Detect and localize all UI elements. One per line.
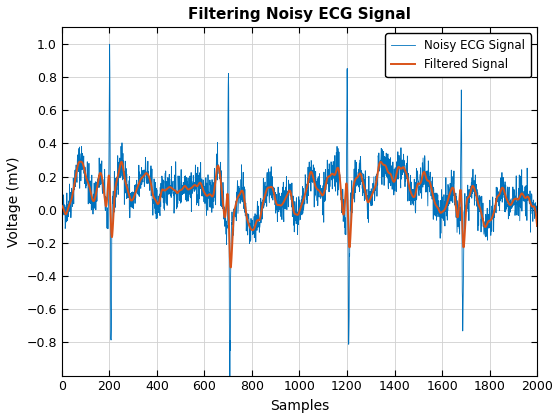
Filtered Signal bbox=[520, 193, 527, 198]
Noisy ECG Signal bbox=[433, 218, 440, 223]
Filtered Signal bbox=[227, 265, 234, 270]
Filtered Signal bbox=[77, 159, 83, 164]
Filtered Signal bbox=[278, 203, 284, 208]
Filtered Signal bbox=[83, 176, 90, 181]
Line: Noisy ECG Signal: Noisy ECG Signal bbox=[62, 44, 537, 380]
Filtered Signal bbox=[433, 204, 440, 209]
Legend: Noisy ECG Signal, Filtered Signal: Noisy ECG Signal, Filtered Signal bbox=[385, 33, 531, 77]
X-axis label: Samples: Samples bbox=[270, 399, 329, 413]
Noisy ECG Signal bbox=[290, 207, 297, 213]
Noisy ECG Signal bbox=[59, 204, 66, 209]
Noisy ECG Signal bbox=[83, 177, 90, 182]
Noisy ECG Signal bbox=[520, 192, 527, 197]
Filtered Signal bbox=[59, 203, 66, 208]
Noisy ECG Signal bbox=[106, 42, 113, 47]
Filtered Signal bbox=[290, 208, 297, 213]
Filtered Signal bbox=[534, 223, 540, 228]
Noisy ECG Signal bbox=[520, 198, 527, 203]
Noisy ECG Signal bbox=[226, 378, 233, 383]
Noisy ECG Signal bbox=[278, 214, 284, 219]
Filtered Signal bbox=[520, 194, 527, 199]
Title: Filtering Noisy ECG Signal: Filtering Noisy ECG Signal bbox=[188, 7, 411, 22]
Noisy ECG Signal bbox=[534, 224, 540, 229]
Y-axis label: Voltage (mV): Voltage (mV) bbox=[7, 156, 21, 247]
Line: Filtered Signal: Filtered Signal bbox=[62, 162, 537, 268]
